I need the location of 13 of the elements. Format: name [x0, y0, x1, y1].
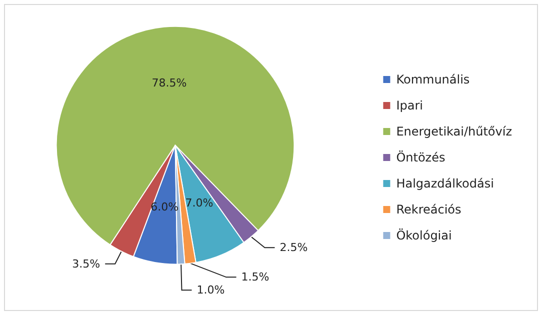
legend-label: Ökológiai — [396, 228, 452, 242]
data-label: 3.5% — [72, 257, 100, 270]
legend-label: Rekreációs — [396, 202, 462, 216]
legend-label: Energetikai/hűtővíz — [396, 124, 512, 138]
legend-label: Ipari — [396, 98, 423, 112]
legend-label: Öntözés — [396, 150, 446, 164]
data-label: 1.5% — [241, 270, 270, 284]
data-label: 78.5% — [152, 76, 187, 90]
legend-label: Kommunális — [396, 72, 470, 86]
data-label: 1.0% — [196, 284, 225, 297]
legend-label: Halgazdálkodási — [396, 176, 494, 190]
data-label: 7.0% — [185, 196, 214, 210]
data-label: 2.5% — [280, 241, 308, 254]
